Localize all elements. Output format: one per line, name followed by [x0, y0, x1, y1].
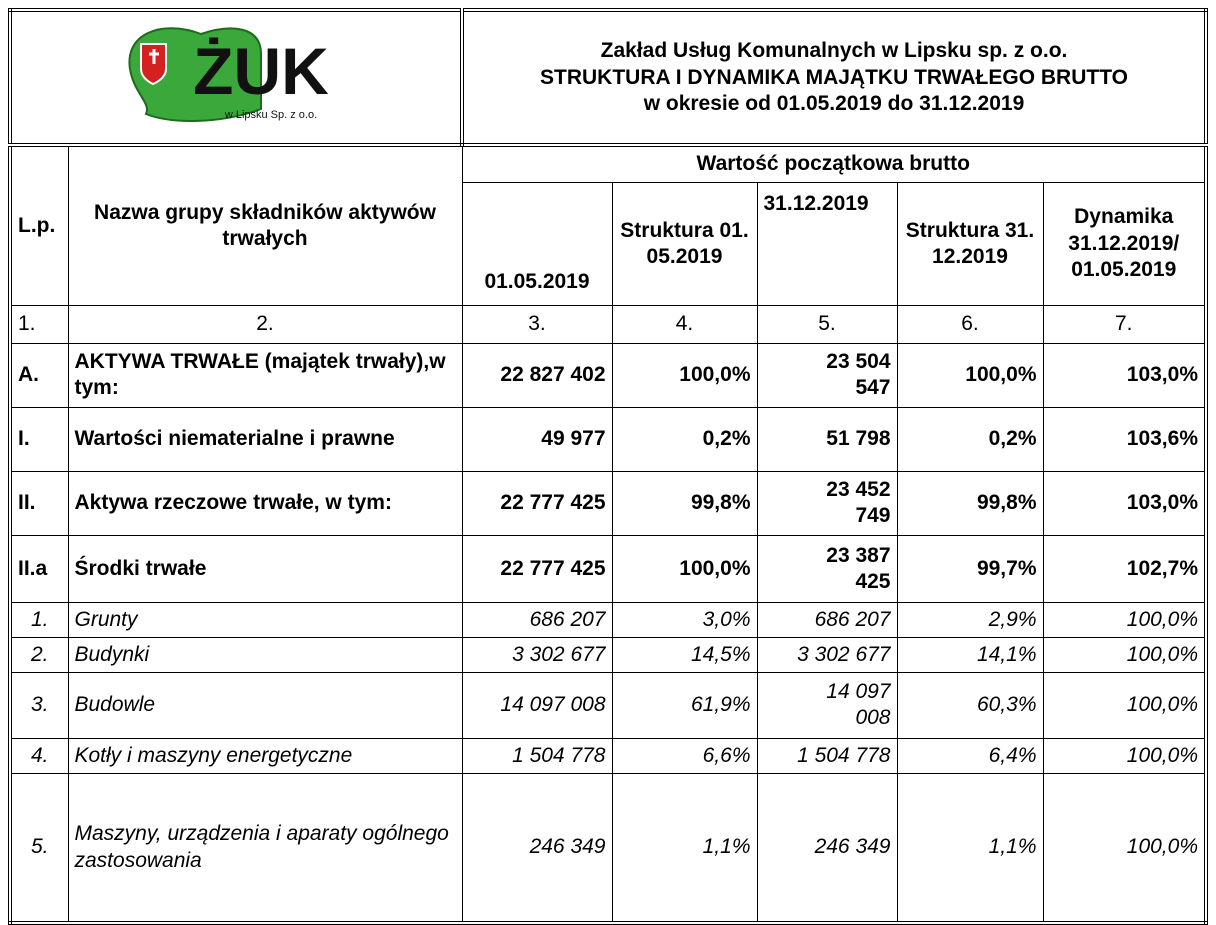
row-value: 22 777 425	[461, 470, 613, 536]
row-value: 49 977	[461, 406, 613, 472]
row-value: 103,0%	[1042, 470, 1207, 536]
row-value: 99,8%	[896, 470, 1044, 536]
row-value: 100,0%	[611, 342, 758, 408]
title-line: w okresie od 01.05.2019 do 31.12.2019	[643, 91, 1025, 115]
row-value: 22 827 402	[461, 342, 613, 408]
row-value: 51 798	[756, 406, 898, 472]
row-name: Budynki	[67, 636, 463, 673]
row-value: 99,7%	[896, 534, 1044, 603]
logo-name: ŻUK	[193, 34, 329, 108]
data-row: A. AKTYWA TRWAŁE (majątek trwały),w tym: 2…	[9, 342, 1207, 408]
row-value: 60,3%	[896, 671, 1044, 739]
row-value: 3,0%	[611, 601, 758, 638]
data-row: 3. Budowle 14 097 008 61,9% 14 097 008 60,3% 1…	[9, 671, 1207, 739]
column-number: 3.	[461, 304, 613, 344]
title-line: Zakład Usług Komunalnych w Lipsku sp. z …	[600, 39, 1068, 63]
row-name: Maszyny, urządzenia i aparaty ogólnego z…	[67, 772, 463, 924]
row-name: Kotły i maszyny energetyczne	[67, 737, 463, 774]
row-value: 1,1%	[896, 772, 1044, 924]
col-header: Nazwa grupy składników aktywów trwałych	[67, 144, 463, 306]
row-value: 6,6%	[611, 737, 758, 774]
data-row: 5. Maszyny, urządzenia i aparaty ogólnego…	[9, 772, 1207, 924]
title-cell: Zakład Usług Komunalnych w Lipsku sp. z …	[461, 9, 1207, 148]
row-value: 102,7%	[1042, 534, 1207, 603]
row-name: Wartości niematerialne i prawne	[67, 406, 463, 472]
row-value: 23 504 547	[756, 342, 898, 408]
row-value: 686 207	[756, 601, 898, 638]
row-value: 14,1%	[896, 636, 1044, 673]
row-value: 686 207	[461, 601, 613, 638]
data-row: 4. Kotły i maszyny energetyczne 1 504 778 6…	[9, 737, 1207, 774]
col-header: 31.12.2019	[756, 181, 898, 306]
col-header: Dynamika 31.12.2019/ 01.05.2019	[1042, 181, 1207, 306]
row-number: 1.	[9, 601, 69, 638]
group-header: Wartość początkowa brutto	[461, 144, 1207, 183]
row-number: A.	[9, 342, 69, 408]
row-value: 103,0%	[1042, 342, 1207, 408]
data-row: II.a Środki trwałe 22 777 425 100,0% 23 387 …	[9, 534, 1207, 603]
row-name: Aktywa rzeczowe trwałe, w tym:	[67, 470, 463, 536]
column-number: 5.	[756, 304, 898, 344]
col-header: L.p.	[9, 144, 69, 306]
col-header: Struktura 31.12.2019	[896, 181, 1044, 306]
row-value: 14,5%	[611, 636, 758, 673]
data-row: 1. Grunty 686 207 3,0% 686 207 2,9% 100,0%	[9, 601, 1207, 638]
row-number: 5.	[9, 772, 69, 924]
row-value: 100,0%	[611, 534, 758, 603]
row-value: 23 387 425	[756, 534, 898, 603]
row-value: 3 302 677	[461, 636, 613, 673]
row-value: 0,2%	[611, 406, 758, 472]
row-value: 22 777 425	[461, 534, 613, 603]
row-number: I.	[9, 406, 69, 472]
row-number: 3.	[9, 671, 69, 739]
logo-cell: ŻUK w Lipsku Sp. z o.o.	[9, 9, 464, 148]
row-value: 14 097 008	[756, 671, 898, 739]
column-number: 2.	[67, 304, 463, 344]
row-name: AKTYWA TRWAŁE (majątek trwały),w tym:	[67, 342, 463, 408]
row-value: 100,0%	[1042, 636, 1207, 673]
row-value: 3 302 677	[756, 636, 898, 673]
row-value: 1,1%	[611, 772, 758, 924]
row-value: 2,9%	[896, 601, 1044, 638]
asset-table: ŻUK w Lipsku Sp. z o.o. Zakład Usług Kom…	[8, 8, 1208, 925]
column-number: 1.	[9, 304, 69, 344]
column-number: 4.	[611, 304, 758, 344]
row-value: 246 349	[461, 772, 613, 924]
row-number: 4.	[9, 737, 69, 774]
data-row: II. Aktywa rzeczowe trwałe, w tym: 22 777 …	[9, 470, 1207, 536]
row-number: II.a	[9, 534, 69, 603]
row-value: 61,9%	[611, 671, 758, 739]
number-row: 1. 2. 3. 4. 5. 6. 7.	[9, 304, 1207, 344]
row-value: 1 504 778	[461, 737, 613, 774]
row-value: 23 452 749	[756, 470, 898, 536]
row-value: 246 349	[756, 772, 898, 924]
row-name: Grunty	[67, 601, 463, 638]
logo-subtitle: w Lipsku Sp. z o.o.	[224, 109, 317, 121]
column-number: 6.	[896, 304, 1044, 344]
col-header: 01.05.2019	[461, 181, 613, 306]
row-number: II.	[9, 470, 69, 536]
row-value: 100,0%	[1042, 601, 1207, 638]
row-value: 6,4%	[896, 737, 1044, 774]
logo: ŻUK w Lipsku Sp. z o.o.	[128, 27, 329, 122]
row-value: 100,0%	[1042, 737, 1207, 774]
data-row: I. Wartości niematerialne i prawne 49 977 0…	[9, 406, 1207, 472]
title-line: STRUKTURA I DYNAMIKA MAJĄTKU TRWAŁEGO BR…	[540, 65, 1128, 89]
row-name: Środki trwałe	[67, 534, 463, 603]
row-value: 0,2%	[896, 406, 1044, 472]
row-value: 100,0%	[896, 342, 1044, 408]
row-name: Budowle	[67, 671, 463, 739]
row-value: 100,0%	[1042, 671, 1207, 739]
col-header: Struktura 01.05.2019	[611, 181, 758, 306]
row-value: 1 504 778	[756, 737, 898, 774]
data-row: 2. Budynki 3 302 677 14,5% 3 302 677 14,1% 100…	[9, 636, 1207, 673]
row-value: 100,0%	[1042, 772, 1207, 924]
row-value: 14 097 008	[461, 671, 613, 739]
row-value: 99,8%	[611, 470, 758, 536]
row-value: 103,6%	[1042, 406, 1207, 472]
row-number: 2.	[9, 636, 69, 673]
column-number: 7.	[1042, 304, 1207, 344]
